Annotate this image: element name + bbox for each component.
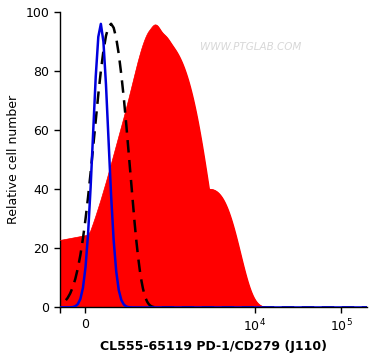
X-axis label: CL555-65119 PD-1/CD279 (J110): CL555-65119 PD-1/CD279 (J110)	[100, 340, 327, 353]
Y-axis label: Relative cell number: Relative cell number	[7, 95, 20, 224]
Text: WWW.PTGLAB.COM: WWW.PTGLAB.COM	[200, 42, 301, 53]
